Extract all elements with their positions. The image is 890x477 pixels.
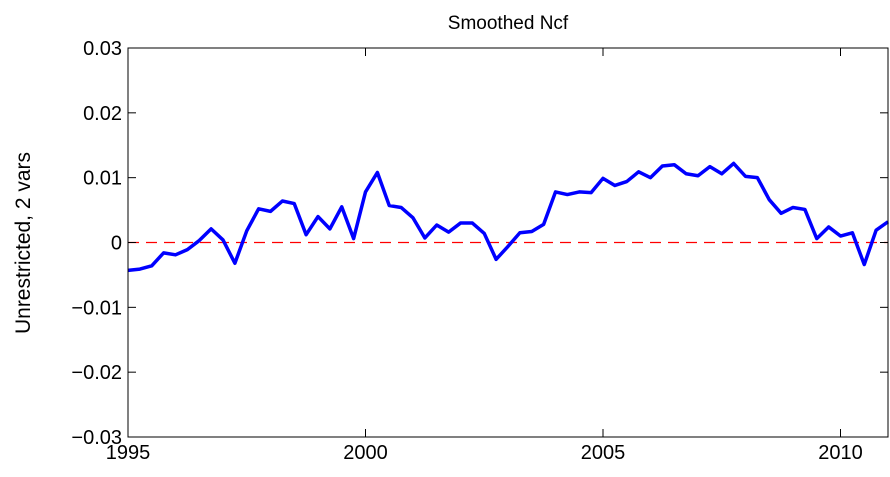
- y-tick-label: 0.01: [83, 168, 122, 190]
- data-line: [127, 161, 890, 273]
- y-tick-label: 0: [111, 233, 122, 255]
- y-tick-label: −0.01: [71, 297, 122, 319]
- y-axis-label: Unrestricted, 2 vars: [12, 152, 35, 334]
- x-tick-label: 1995: [106, 442, 151, 464]
- y-tick-label: −0.03: [71, 427, 122, 449]
- y-tick-label: 0.02: [83, 103, 122, 125]
- x-tick-label: 2005: [581, 442, 626, 464]
- x-tick-label: 2000: [343, 442, 388, 464]
- chart-title: Smoothed Ncf: [448, 13, 569, 34]
- y-tick-label: 0.03: [83, 38, 122, 60]
- y-tick-label: −0.02: [71, 362, 122, 384]
- x-tick-label: 2010: [818, 442, 863, 464]
